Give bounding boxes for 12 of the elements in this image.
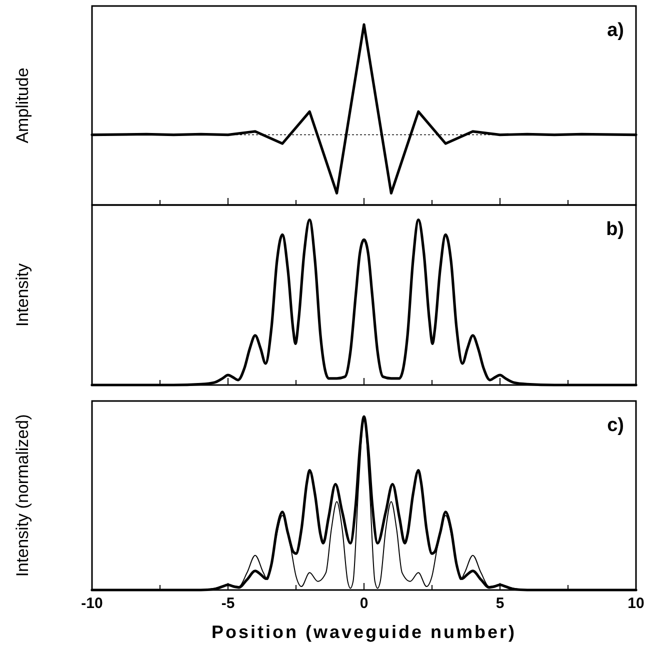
x-tick-label: 5 <box>496 595 504 612</box>
x-axis-title: Position (waveguide number) <box>211 622 517 642</box>
y-axis-title: Intensity (normalized) <box>13 414 32 577</box>
y-axis-title: Amplitude <box>13 68 32 144</box>
annotation: c) <box>607 415 624 436</box>
x-tick-label: 10 <box>628 595 644 612</box>
x-tick-label: -10 <box>81 595 103 612</box>
x-tick-label: -5 <box>221 595 235 612</box>
annotation: a) <box>607 20 624 41</box>
x-tick-label: 0 <box>360 595 368 612</box>
annotation: b) <box>606 219 624 240</box>
y-axis-title: Intensity <box>13 262 32 327</box>
